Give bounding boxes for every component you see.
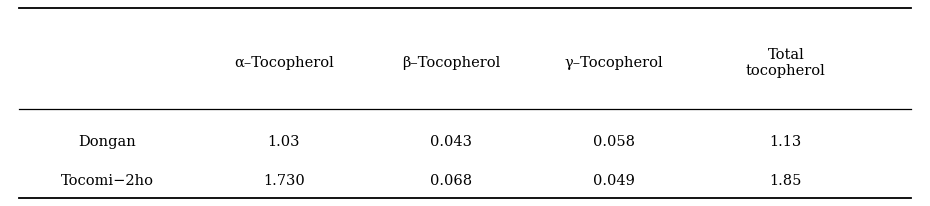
Text: α–Tocopherol: α–Tocopherol	[233, 56, 334, 70]
Text: 1.85: 1.85	[770, 174, 802, 188]
Text: 0.058: 0.058	[592, 135, 635, 149]
Text: 0.043: 0.043	[430, 135, 472, 149]
Text: Dongan: Dongan	[78, 135, 136, 149]
Text: 1.730: 1.730	[263, 174, 304, 188]
Text: Tocomi−2ho: Tocomi−2ho	[60, 174, 153, 188]
Text: 0.068: 0.068	[430, 174, 472, 188]
Text: 1.13: 1.13	[770, 135, 802, 149]
Text: Total
tocopherol: Total tocopherol	[746, 48, 826, 78]
Text: 1.03: 1.03	[268, 135, 299, 149]
Text: γ–Tocopherol: γ–Tocopherol	[565, 56, 663, 70]
Text: 0.049: 0.049	[592, 174, 635, 188]
Text: β–Tocopherol: β–Tocopherol	[402, 56, 500, 70]
